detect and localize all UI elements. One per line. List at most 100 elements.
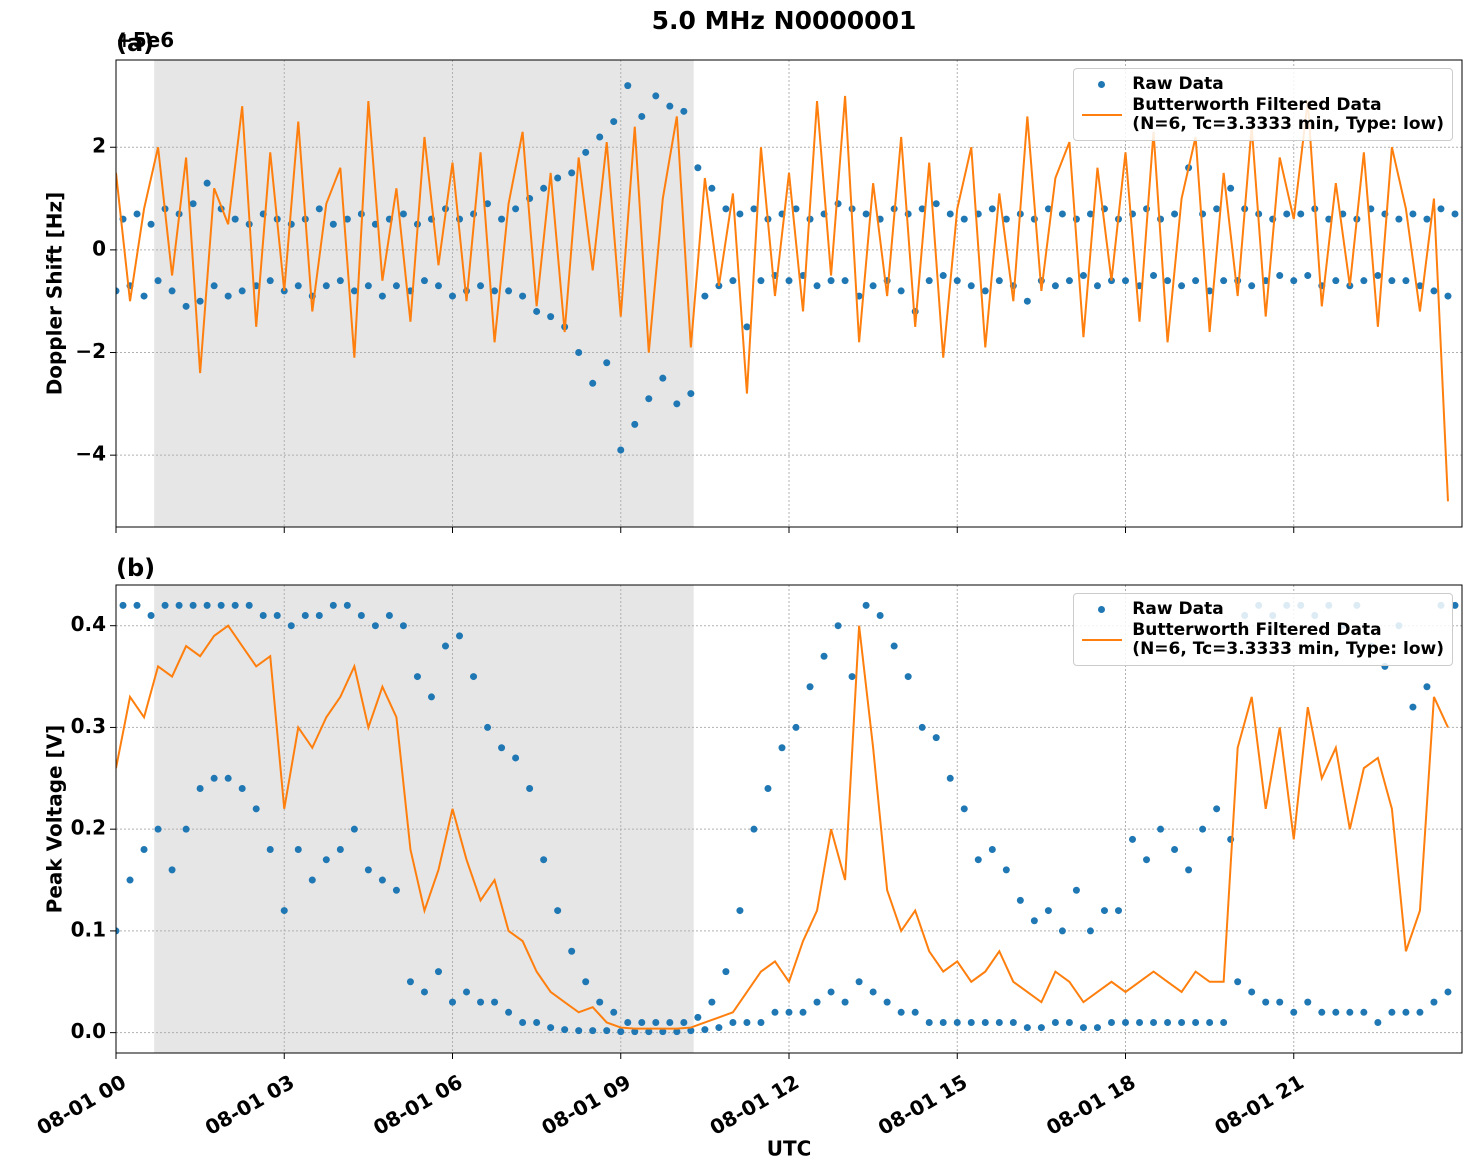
- data-point: [1157, 215, 1165, 223]
- y-tick-label: 0.2: [71, 816, 106, 840]
- data-point: [329, 220, 337, 228]
- data-point: [1304, 272, 1312, 280]
- shaded-span: [154, 60, 694, 527]
- data-point: [1044, 205, 1052, 213]
- data-point: [491, 998, 499, 1006]
- data-point: [547, 313, 555, 321]
- x-tick-label: 08-01 09: [537, 1070, 635, 1140]
- legend-marker: [1098, 81, 1106, 88]
- data-point: [666, 1018, 674, 1026]
- data-point: [420, 277, 428, 285]
- data-point: [1030, 917, 1038, 925]
- data-point: [652, 92, 660, 100]
- data-point: [203, 601, 211, 609]
- data-point: [329, 601, 337, 609]
- data-point: [589, 379, 597, 387]
- data-point: [1360, 277, 1368, 285]
- data-point: [799, 1008, 807, 1016]
- data-point: [1143, 856, 1151, 864]
- data-point: [1129, 835, 1137, 843]
- data-point: [1451, 601, 1459, 609]
- data-point: [1002, 215, 1010, 223]
- legend-line: [1082, 114, 1123, 116]
- data-point: [343, 215, 351, 223]
- data-point: [133, 601, 141, 609]
- data-point: [1100, 907, 1108, 915]
- data-point: [680, 107, 688, 115]
- data-point: [722, 968, 730, 976]
- data-point: [946, 774, 954, 782]
- legend-label: Butterworth Filtered Data (N=6, Tc=3.333…: [1132, 620, 1444, 659]
- data-point: [1388, 1008, 1396, 1016]
- data-point: [392, 886, 400, 894]
- data-point: [1192, 1018, 1200, 1026]
- shaded-span: [154, 585, 694, 1053]
- data-point: [463, 988, 471, 996]
- data-point: [406, 978, 414, 986]
- y-tick-label: −2: [75, 339, 106, 363]
- data-point: [694, 164, 702, 172]
- data-point: [378, 292, 386, 300]
- data-point: [322, 856, 330, 864]
- legend-label: Butterworth Filtered Data (N=6, Tc=3.333…: [1132, 95, 1444, 134]
- data-point: [575, 349, 583, 357]
- data-point: [659, 374, 667, 382]
- data-point: [477, 282, 485, 290]
- data-point: [1016, 896, 1024, 904]
- data-point: [547, 1024, 555, 1032]
- data-point: [533, 307, 541, 315]
- data-point: [116, 927, 120, 935]
- data-point: [189, 601, 197, 609]
- data-point: [308, 876, 316, 884]
- data-point: [617, 1028, 625, 1036]
- data-point: [932, 734, 940, 742]
- data-point: [1276, 998, 1284, 1006]
- data-point: [224, 292, 232, 300]
- data-point: [603, 359, 611, 367]
- data-point: [897, 287, 905, 295]
- data-point: [1164, 277, 1172, 285]
- data-point: [960, 215, 968, 223]
- data-point: [259, 612, 267, 620]
- data-point: [364, 282, 372, 290]
- data-point: [806, 683, 814, 691]
- data-point: [1037, 1024, 1045, 1032]
- data-point: [357, 612, 365, 620]
- data-point: [1065, 1018, 1073, 1026]
- data-point: [1395, 215, 1403, 223]
- data-point: [392, 282, 400, 290]
- legend-entry: Raw Data: [1082, 600, 1444, 619]
- data-point: [771, 1008, 779, 1016]
- data-point: [841, 277, 849, 285]
- data-point: [1227, 184, 1235, 192]
- data-point: [420, 988, 428, 996]
- data-point: [603, 1027, 611, 1035]
- data-point: [1234, 978, 1242, 986]
- data-point: [778, 744, 786, 752]
- data-point: [953, 277, 961, 285]
- figure-title: 5.0 MHz N0000001: [652, 6, 917, 35]
- data-point: [196, 297, 204, 305]
- data-point: [561, 1026, 569, 1034]
- data-point: [1276, 272, 1284, 280]
- data-point: [1051, 1018, 1059, 1026]
- offset-label: +5e6: [116, 28, 174, 52]
- data-point: [1157, 825, 1165, 833]
- data-point: [1192, 277, 1200, 285]
- data-point: [168, 287, 176, 295]
- data-point: [1044, 907, 1052, 915]
- data-point: [1423, 215, 1431, 223]
- data-point: [974, 856, 982, 864]
- data-point: [133, 210, 141, 218]
- data-point: [1206, 287, 1214, 295]
- data-point: [624, 1018, 632, 1026]
- data-point: [154, 825, 162, 833]
- data-point: [512, 754, 520, 762]
- data-point: [995, 1018, 1003, 1026]
- legend-entry: Raw Data: [1082, 75, 1444, 94]
- data-point: [210, 282, 218, 290]
- data-point: [701, 1026, 709, 1034]
- data-point: [484, 200, 492, 208]
- data-point: [364, 866, 372, 874]
